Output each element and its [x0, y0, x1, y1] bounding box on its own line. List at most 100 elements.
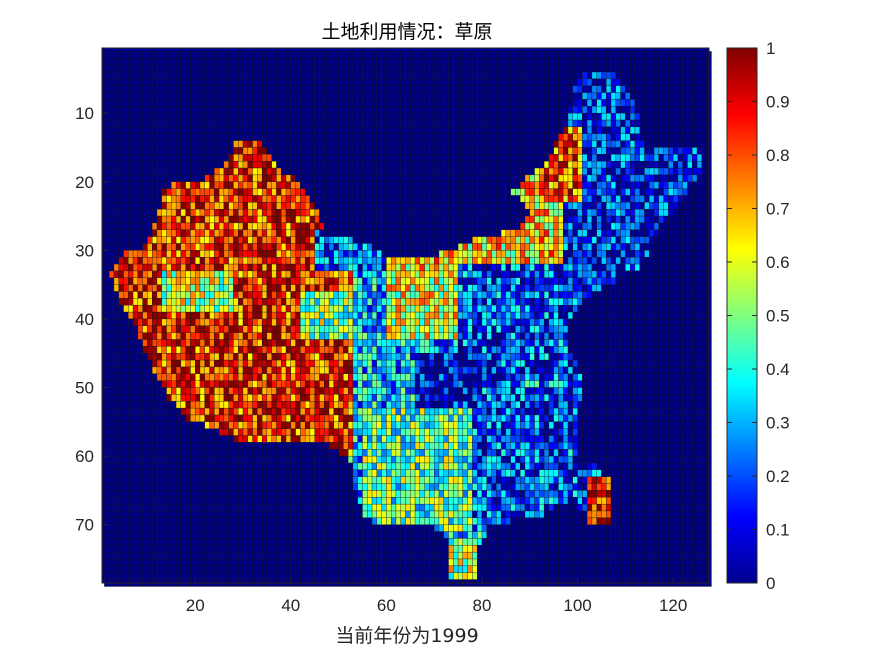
heatmap-cell [376, 291, 382, 299]
heatmap-cell [276, 270, 282, 279]
heatmap-cell [462, 133, 468, 141]
heatmap-cell [333, 167, 339, 176]
heatmap-cell [472, 99, 478, 107]
heatmap-cell [692, 58, 698, 66]
heatmap-cell [481, 202, 487, 210]
heatmap-cell [515, 202, 521, 210]
heatmap-cell [553, 64, 559, 73]
heatmap-cell [672, 174, 679, 182]
heatmap-cell [223, 99, 229, 107]
heatmap-cell [553, 222, 559, 230]
heatmap-cell [677, 119, 683, 128]
heatmap-cell [462, 305, 468, 313]
heatmap-cell [367, 167, 373, 176]
heatmap-cell [601, 119, 607, 128]
heatmap-cell [304, 284, 311, 292]
heatmap-cell [668, 188, 674, 196]
heatmap-cell [639, 270, 645, 279]
heatmap-cell [524, 181, 530, 189]
heatmap-cell [309, 147, 315, 155]
heatmap-cell [180, 126, 186, 134]
heatmap-cell [553, 154, 559, 162]
heatmap-cell [180, 243, 186, 251]
heatmap-cell [386, 270, 392, 279]
heatmap-cell [266, 154, 272, 162]
heatmap-cell [543, 147, 550, 155]
heatmap-cell [524, 112, 530, 121]
heatmap-cell [500, 209, 507, 217]
heatmap-cell [443, 277, 449, 285]
heatmap-cell [696, 133, 703, 141]
heatmap-cell [606, 140, 612, 148]
heatmap-cell [142, 298, 148, 306]
heatmap-cell [658, 311, 664, 320]
heatmap-cell [218, 92, 225, 100]
heatmap-cell [462, 250, 468, 258]
heatmap-cell [247, 181, 253, 189]
heatmap-cell [271, 305, 277, 313]
heatmap-cell [180, 236, 186, 244]
heatmap-cell [524, 209, 530, 217]
heatmap-cell [328, 298, 335, 306]
heatmap-cell [233, 99, 239, 107]
heatmap-cell [620, 160, 626, 169]
heatmap-cell [481, 51, 487, 59]
heatmap-cell [563, 99, 569, 107]
heatmap-cell [252, 195, 258, 203]
heatmap-cell [238, 99, 244, 107]
heatmap-cell [601, 112, 607, 121]
heatmap-cell [180, 85, 186, 93]
heatmap-cell [610, 71, 617, 80]
heatmap-cell [209, 167, 215, 176]
heatmap-cell [524, 195, 530, 203]
heatmap-cell [496, 147, 502, 155]
heatmap-cell [477, 195, 483, 203]
heatmap-cell [658, 106, 664, 114]
heatmap-cell [424, 181, 430, 189]
heatmap-cell [653, 71, 660, 80]
heatmap-cell [185, 154, 191, 162]
heatmap-cell [333, 119, 339, 128]
heatmap-cell [400, 64, 406, 73]
heatmap-cell [529, 112, 535, 121]
heatmap-cell [242, 58, 249, 66]
heatmap-cell [190, 58, 196, 66]
heatmap-cell [190, 298, 196, 306]
heatmap-cell [529, 305, 535, 313]
heatmap-cell [572, 250, 578, 258]
heatmap-cell [113, 195, 119, 203]
heatmap-cell [238, 243, 244, 251]
heatmap-cell [343, 160, 349, 169]
heatmap-cell [515, 291, 521, 299]
heatmap-cell [156, 147, 162, 155]
heatmap-cell [601, 160, 607, 169]
heatmap-cell [152, 181, 158, 189]
heatmap-cell [443, 250, 449, 258]
heatmap-cell [242, 133, 249, 141]
heatmap-cell [692, 277, 698, 285]
heatmap-cell [462, 311, 468, 320]
heatmap-cell [381, 229, 387, 237]
heatmap-cell [166, 229, 172, 237]
heatmap-cell [548, 167, 554, 176]
heatmap-cell [582, 284, 588, 292]
heatmap-cell [261, 305, 268, 313]
heatmap-cell [577, 85, 583, 93]
heatmap-cell [290, 243, 296, 251]
heatmap-cell [572, 133, 578, 141]
heatmap-cell [390, 181, 397, 189]
heatmap-cell [419, 277, 425, 285]
heatmap-cell [505, 257, 511, 265]
heatmap-cell [596, 195, 602, 203]
heatmap-cell [156, 222, 162, 230]
heatmap-cell [405, 99, 411, 107]
heatmap-cell [252, 64, 258, 73]
heatmap-cell [400, 270, 406, 279]
heatmap-cell [390, 284, 397, 292]
heatmap-cell [343, 195, 349, 203]
heatmap-cell [672, 112, 679, 121]
heatmap-cell [152, 126, 158, 134]
heatmap-cell [309, 119, 315, 128]
heatmap-cell [424, 215, 430, 224]
heatmap-cell [596, 160, 602, 169]
